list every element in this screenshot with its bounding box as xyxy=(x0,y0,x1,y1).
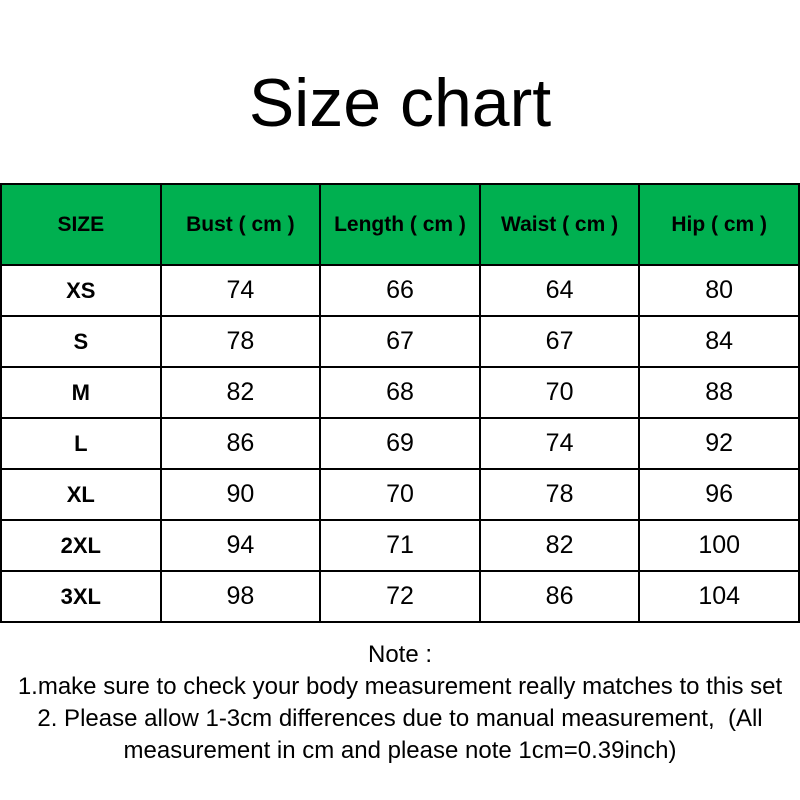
cell-bust: 78 xyxy=(159,315,322,369)
cell-length: 67 xyxy=(319,315,481,369)
table-row-xs: XS 74 66 64 80 xyxy=(0,264,800,318)
note-line-1: 1.make sure to check your body measureme… xyxy=(17,673,783,701)
cell-length: 68 xyxy=(319,366,481,420)
cell-waist: 82 xyxy=(478,519,641,573)
cell-bust: 90 xyxy=(159,468,322,522)
cell-bust: 98 xyxy=(159,570,322,624)
table-row-m: M 82 68 70 88 xyxy=(0,366,800,420)
table-row-s: S 78 67 67 84 xyxy=(0,315,800,369)
cell-hip: 104 xyxy=(638,570,800,624)
page-title: Size chart xyxy=(248,65,552,141)
table-row-3xl: 3XL 98 72 86 104 xyxy=(0,570,800,624)
cell-waist: 64 xyxy=(478,264,641,318)
cell-size: L xyxy=(0,417,162,471)
cell-hip: 100 xyxy=(638,519,800,573)
cell-hip: 80 xyxy=(638,264,800,318)
cell-waist: 67 xyxy=(478,315,641,369)
cell-length: 69 xyxy=(319,417,481,471)
table-row-2xl: 2XL 94 71 82 100 xyxy=(0,519,800,573)
cell-waist: 86 xyxy=(478,570,641,624)
cell-size: S xyxy=(0,315,162,369)
cell-hip: 88 xyxy=(638,366,800,420)
note-line-2: 2. Please allow 1-3cm differences due to… xyxy=(37,705,763,733)
table-row-xl: XL 90 70 78 96 xyxy=(0,468,800,522)
header-bust: Bust ( cm ) xyxy=(159,183,322,267)
size-chart-table: SIZE Bust ( cm ) Length ( cm ) Waist ( c… xyxy=(0,183,800,624)
cell-waist: 78 xyxy=(478,468,641,522)
cell-waist: 74 xyxy=(478,417,641,471)
cell-length: 70 xyxy=(319,468,481,522)
table-header-row: SIZE Bust ( cm ) Length ( cm ) Waist ( c… xyxy=(0,183,800,267)
cell-bust: 86 xyxy=(159,417,322,471)
header-length: Length ( cm ) xyxy=(319,183,481,267)
cell-bust: 94 xyxy=(159,519,322,573)
cell-size: 3XL xyxy=(0,570,162,624)
note-line-3: measurement in cm and please note 1cm=0.… xyxy=(123,737,677,765)
cell-bust: 82 xyxy=(159,366,322,420)
note-section: Note : 1.make sure to check your body me… xyxy=(0,639,800,767)
cell-hip: 92 xyxy=(638,417,800,471)
cell-size: XS xyxy=(0,264,162,318)
header-size: SIZE xyxy=(0,183,162,267)
header-hip: Hip ( cm ) xyxy=(638,183,800,267)
cell-hip: 84 xyxy=(638,315,800,369)
cell-waist: 70 xyxy=(478,366,641,420)
cell-size: M xyxy=(0,366,162,420)
cell-length: 72 xyxy=(319,570,481,624)
cell-size: XL xyxy=(0,468,162,522)
header-waist: Waist ( cm ) xyxy=(478,183,641,267)
cell-hip: 96 xyxy=(638,468,800,522)
cell-length: 66 xyxy=(319,264,481,318)
note-heading: Note : xyxy=(367,641,433,669)
cell-size: 2XL xyxy=(0,519,162,573)
table-row-l: L 86 69 74 92 xyxy=(0,417,800,471)
cell-bust: 74 xyxy=(159,264,322,318)
cell-length: 71 xyxy=(319,519,481,573)
